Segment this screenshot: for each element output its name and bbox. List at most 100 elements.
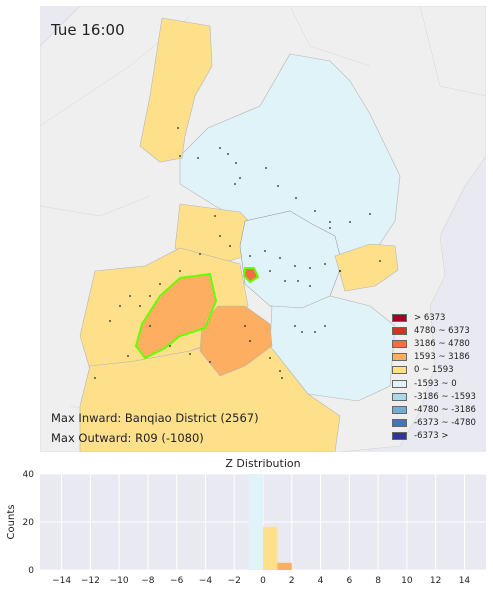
histogram-bar xyxy=(248,474,263,570)
x-tick-label: −6 xyxy=(170,576,184,586)
histogram-bar xyxy=(263,526,278,570)
y-tick-label: 40 xyxy=(23,470,35,480)
station-dot xyxy=(309,267,311,269)
x-tick-label: 6 xyxy=(346,576,352,586)
x-tick-label: 4 xyxy=(318,576,324,586)
station-dot xyxy=(314,331,316,333)
legend-item: -1593 ~ 0 xyxy=(392,377,480,390)
legend-swatch xyxy=(392,379,407,388)
x-tick-label: 8 xyxy=(375,576,381,586)
legend-swatch xyxy=(392,339,407,348)
station-dot xyxy=(189,353,191,355)
station-dot xyxy=(214,215,216,217)
legend-label: 1593 ~ 3186 xyxy=(414,352,470,363)
station-dot xyxy=(309,285,311,287)
station-dot xyxy=(281,377,283,379)
legend-swatch xyxy=(392,405,407,414)
station-dot xyxy=(349,221,351,223)
station-dot xyxy=(294,265,296,267)
station-dot xyxy=(329,221,331,223)
legend-swatch xyxy=(392,419,407,428)
station-dot xyxy=(199,253,201,255)
station-points xyxy=(94,127,381,379)
station-dot xyxy=(127,355,129,357)
x-tick-label: 10 xyxy=(401,576,413,586)
district-small-highlight xyxy=(242,267,260,284)
legend-item: 3186 ~ 4780 xyxy=(392,337,480,350)
legend-item: -6373 > xyxy=(392,430,480,443)
legend-swatch xyxy=(392,432,407,441)
station-dot xyxy=(295,197,297,199)
x-tick-label: 14 xyxy=(459,576,471,586)
x-tick-label: −2 xyxy=(228,576,241,586)
district-sanchong-orange xyxy=(199,305,273,377)
station-dot xyxy=(229,245,231,247)
station-dot xyxy=(284,280,286,282)
station-dot xyxy=(249,255,251,257)
legend-swatch xyxy=(392,353,407,362)
station-dot xyxy=(324,325,326,327)
station-dot xyxy=(264,250,266,252)
station-dot xyxy=(279,257,281,259)
station-dot xyxy=(197,157,199,159)
station-dot xyxy=(244,325,246,327)
x-tick-label: −4 xyxy=(199,576,213,586)
station-dot xyxy=(324,263,326,265)
station-dot xyxy=(159,283,161,285)
station-dot xyxy=(235,162,237,164)
station-dot xyxy=(239,177,241,179)
x-tick-label: −14 xyxy=(52,576,71,586)
station-dot xyxy=(149,295,151,297)
legend-swatch xyxy=(392,326,407,335)
district-east-yellow xyxy=(334,243,399,292)
station-dot xyxy=(294,325,296,327)
legend-label: -1593 ~ 0 xyxy=(414,378,457,389)
station-dot xyxy=(179,270,181,272)
max-outward-label: Max Outward: R09 (-1080) xyxy=(51,431,204,445)
x-tick-label: −8 xyxy=(141,576,155,586)
time-label: Tue 16:00 xyxy=(51,21,125,39)
district-south-yellow xyxy=(79,335,341,452)
station-dot xyxy=(129,295,131,297)
legend-item: -6373 ~ -4780 xyxy=(392,417,480,430)
legend-item: 0 ~ 1593 xyxy=(392,364,480,377)
legend-label: 0 ~ 1593 xyxy=(414,365,454,376)
station-dot xyxy=(139,305,141,307)
legend-item: -4780 ~ -3186 xyxy=(392,403,480,416)
station-dot xyxy=(329,227,331,229)
legend-label: > 6373 xyxy=(414,312,446,323)
station-dot xyxy=(297,280,299,282)
legend-label: -3186 ~ -1593 xyxy=(414,391,476,402)
max-inward-label: Max Inward: Banqiao District (2567) xyxy=(51,411,259,425)
station-dot xyxy=(119,305,121,307)
histogram-chart: −14 −12 −10 −8 −6 −4 −2 0 2 4 6 8 10 12 14 0 20 40 Counts xyxy=(6,470,486,586)
legend-swatch xyxy=(392,392,407,401)
y-tick-label: 20 xyxy=(23,518,35,528)
legend-item: 4780 ~ 6373 xyxy=(392,324,480,337)
legend-item: 1593 ~ 3186 xyxy=(392,351,480,364)
station-dot xyxy=(379,260,381,262)
station-dot xyxy=(339,270,341,272)
station-dot xyxy=(227,153,229,155)
district-map xyxy=(40,6,486,452)
station-dot xyxy=(269,357,271,359)
legend-swatch xyxy=(392,366,407,375)
station-dot xyxy=(234,183,236,185)
y-axis-label: Counts xyxy=(6,505,17,540)
station-dot xyxy=(369,213,371,215)
x-tick-label: 12 xyxy=(430,576,441,586)
map-legend: > 6373 4780 ~ 6373 3186 ~ 4780 1593 ~ 3186 0… xyxy=(392,311,480,443)
x-tick-label: 0 xyxy=(260,576,266,586)
legend-swatch xyxy=(392,313,407,322)
legend-label: -6373 ~ -4780 xyxy=(414,418,476,429)
station-dot xyxy=(149,325,151,327)
legend-label: -4780 ~ -3186 xyxy=(414,404,476,415)
legend-item: > 6373 xyxy=(392,311,480,324)
map-panel: Tue 16:00 Max Inward: Banqiao District (… xyxy=(40,6,486,452)
histogram-title: Z Distribution xyxy=(225,457,301,470)
station-dot xyxy=(269,270,271,272)
x-tick-label: −10 xyxy=(110,576,129,586)
station-dot xyxy=(314,210,316,212)
station-dot xyxy=(277,185,279,187)
legend-label: 4780 ~ 6373 xyxy=(414,325,470,336)
